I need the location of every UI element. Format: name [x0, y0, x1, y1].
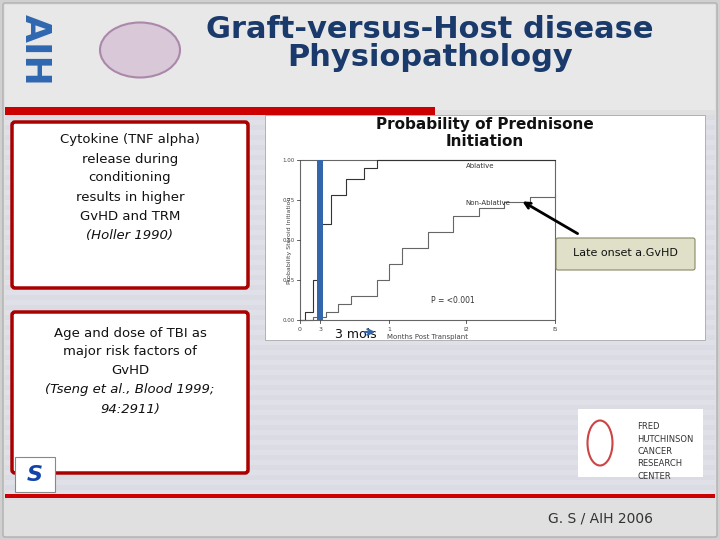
Text: l5: l5 — [552, 327, 558, 332]
Text: 94:2911): 94:2911) — [100, 402, 160, 415]
Text: Physiopathology: Physiopathology — [287, 43, 573, 71]
Text: (Tseng et al., Blood 1999;: (Tseng et al., Blood 1999; — [45, 383, 215, 396]
Bar — [5, 415, 715, 420]
Bar — [265, 115, 705, 340]
Bar — [5, 235, 715, 240]
Text: AIH: AIH — [18, 14, 52, 86]
Bar — [5, 195, 715, 200]
Bar — [5, 115, 715, 120]
Text: l2: l2 — [463, 327, 469, 332]
Bar — [5, 265, 715, 270]
Bar — [5, 315, 715, 320]
Bar — [5, 405, 715, 410]
Text: S: S — [27, 465, 43, 485]
Bar — [5, 445, 715, 450]
Bar — [300, 160, 555, 320]
Bar — [318, 160, 323, 320]
Bar — [5, 365, 715, 370]
Text: release during: release during — [82, 152, 178, 165]
Text: Ablative: Ablative — [466, 164, 494, 170]
Bar — [5, 185, 715, 190]
Text: P = <0.001: P = <0.001 — [431, 296, 475, 305]
Bar — [5, 375, 715, 380]
Text: 1: 1 — [387, 327, 391, 332]
Text: results in higher: results in higher — [76, 191, 184, 204]
Text: Initiation: Initiation — [446, 134, 524, 150]
Text: 3 mois: 3 mois — [335, 328, 377, 341]
Bar — [5, 165, 715, 170]
Bar — [5, 355, 715, 360]
Text: Graft-versus-Host disease: Graft-versus-Host disease — [206, 16, 654, 44]
Bar — [5, 5, 715, 110]
Text: 1.00: 1.00 — [283, 158, 295, 163]
Bar — [5, 285, 715, 290]
FancyBboxPatch shape — [3, 3, 717, 537]
Bar — [5, 105, 715, 110]
Text: Cytokine (TNF alpha): Cytokine (TNF alpha) — [60, 133, 200, 146]
Text: GvHD and TRM: GvHD and TRM — [80, 210, 180, 222]
Bar — [5, 255, 715, 260]
Text: 0: 0 — [298, 327, 302, 332]
Text: Probability Steroid Initiation: Probability Steroid Initiation — [287, 196, 292, 284]
Bar — [5, 115, 715, 500]
Bar — [5, 305, 715, 310]
Bar — [5, 155, 715, 160]
Text: Months Post Transplant: Months Post Transplant — [387, 334, 468, 340]
Bar — [5, 225, 715, 230]
Bar — [5, 345, 715, 350]
Text: GvHD: GvHD — [111, 364, 149, 377]
Text: 0.50: 0.50 — [283, 238, 295, 242]
Bar — [5, 275, 715, 280]
Bar — [5, 385, 715, 390]
Ellipse shape — [100, 23, 180, 78]
Bar — [5, 215, 715, 220]
Text: major risk factors of: major risk factors of — [63, 346, 197, 359]
Text: (Holler 1990): (Holler 1990) — [86, 228, 174, 241]
Bar — [5, 495, 715, 500]
Bar — [15, 457, 55, 492]
Text: Probability of Prednisone: Probability of Prednisone — [376, 118, 594, 132]
Bar — [5, 175, 715, 180]
Text: 0.00: 0.00 — [283, 318, 295, 322]
Bar — [578, 409, 703, 477]
Text: Late onset a.GvHD: Late onset a.GvHD — [572, 248, 678, 258]
Text: 0.75: 0.75 — [283, 198, 295, 202]
Bar — [5, 295, 715, 300]
Text: 3: 3 — [318, 327, 323, 332]
Text: 0.25: 0.25 — [283, 278, 295, 282]
Bar — [5, 107, 435, 115]
Text: Age and dose of TBI as: Age and dose of TBI as — [53, 327, 207, 340]
Text: conditioning: conditioning — [89, 172, 171, 185]
Bar — [5, 465, 715, 470]
Bar — [5, 335, 715, 340]
Bar — [5, 245, 715, 250]
Text: G. S / AIH 2006: G. S / AIH 2006 — [547, 511, 652, 525]
Bar — [5, 125, 715, 130]
FancyBboxPatch shape — [556, 238, 695, 270]
Bar — [5, 475, 715, 480]
Bar — [5, 325, 715, 330]
Text: Non-Ablative: Non-Ablative — [466, 200, 510, 206]
Bar — [5, 135, 715, 140]
FancyBboxPatch shape — [12, 122, 248, 288]
Bar — [5, 145, 715, 150]
Bar — [5, 455, 715, 460]
Bar — [5, 485, 715, 490]
Bar — [5, 205, 715, 210]
Text: FRED
HUTCHINSON
CANCER
RESEARCH
CENTER: FRED HUTCHINSON CANCER RESEARCH CENTER — [637, 422, 693, 481]
Bar — [5, 494, 715, 498]
Bar — [5, 395, 715, 400]
FancyBboxPatch shape — [12, 312, 248, 473]
Bar — [5, 425, 715, 430]
Bar — [5, 435, 715, 440]
